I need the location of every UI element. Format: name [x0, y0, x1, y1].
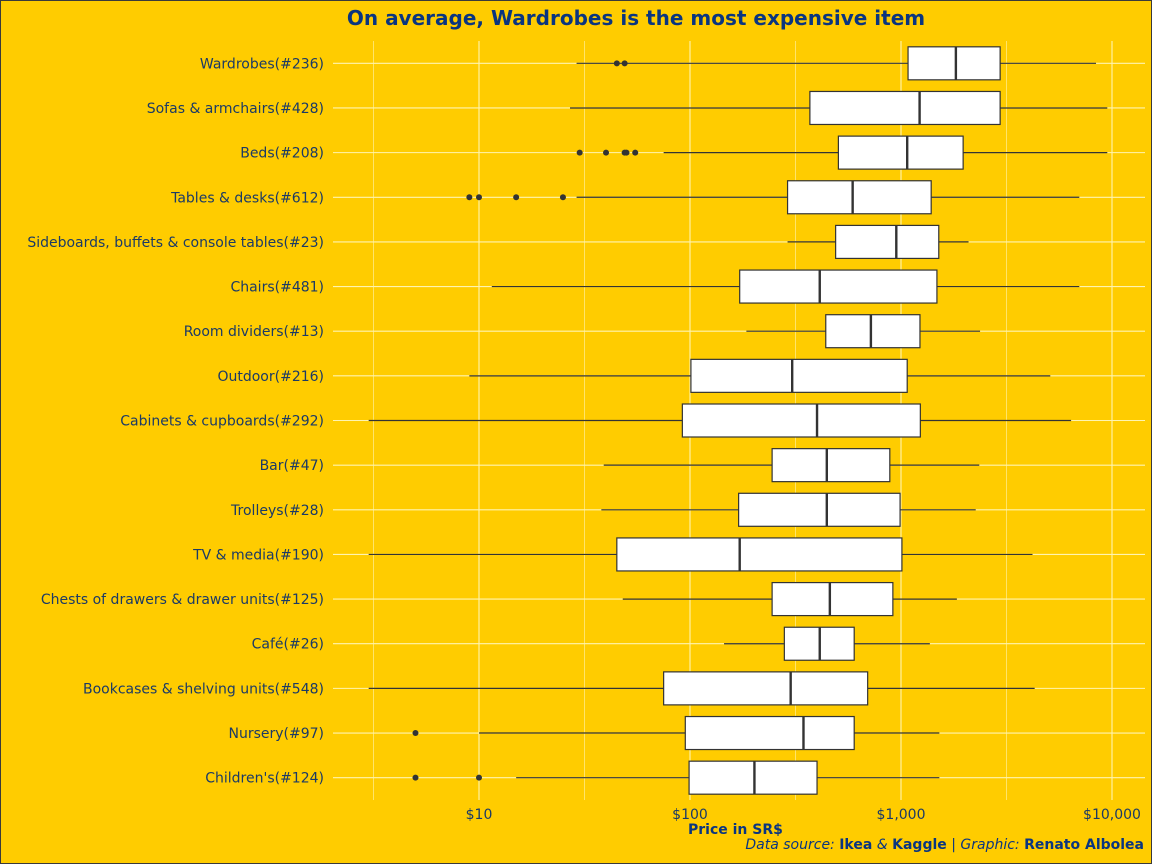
- category-label: Beds(#208): [240, 146, 324, 162]
- category-label: Nursery(#97): [228, 726, 324, 742]
- category-label: Sofas & armchairs(#428): [147, 101, 324, 117]
- outlier-point: [559, 194, 566, 201]
- x-tick-label: $10,000: [1083, 807, 1141, 823]
- outlier-point: [613, 60, 620, 67]
- x-tick-label: $100: [672, 807, 708, 823]
- iqr-box: [663, 671, 869, 706]
- outlier-point: [603, 149, 610, 156]
- iqr-box: [688, 760, 818, 795]
- iqr-box: [771, 448, 891, 483]
- caption-separator: | Graphic:: [946, 837, 1025, 853]
- category-label: Room dividers(#13): [184, 324, 324, 340]
- category-label: Children's(#124): [205, 771, 324, 787]
- iqr-box: [681, 403, 921, 438]
- box-group: [368, 537, 1033, 572]
- iqr-box: [739, 269, 938, 304]
- caption-source-ikea: Ikea: [839, 837, 873, 853]
- box-group: [570, 90, 1108, 126]
- caption-prefix: Data source:: [745, 837, 840, 853]
- iqr-box: [684, 715, 855, 751]
- box-group: [622, 581, 957, 617]
- category-label: Sideboards, buffets & console tables(#23…: [27, 235, 324, 251]
- x-axis-label: Price in SR$: [688, 822, 783, 838]
- box-group: [576, 46, 1097, 81]
- box-group: [466, 180, 1080, 215]
- outlier-point: [466, 194, 473, 201]
- category-label: Chests of drawers & drawer units(#125): [41, 592, 324, 608]
- box-group: [746, 314, 981, 349]
- box-layer: [368, 46, 1108, 795]
- outlier-point: [476, 194, 482, 201]
- category-label-layer: Wardrobes(#236) Sofas & armchairs(#428) Be…: [27, 56, 324, 786]
- box-group: [469, 358, 1051, 393]
- category-label: Tables & desks(#612): [170, 190, 324, 206]
- caption: Data source: Ikea & Kaggle | Graphic: Re…: [745, 837, 1144, 853]
- outlier-point: [476, 774, 482, 781]
- x-tick-label: $1,000: [877, 807, 926, 823]
- box-group: [412, 760, 940, 795]
- x-tick-layer: $10 $100 $1,000 $10,000: [466, 807, 1141, 823]
- outlier-point: [623, 149, 630, 156]
- x-tick-label: $10: [466, 807, 493, 823]
- category-label: TV & media(#190): [192, 547, 324, 563]
- box-group: [576, 135, 1108, 170]
- box-group: [601, 492, 976, 527]
- category-label: Outdoor(#216): [217, 369, 324, 385]
- iqr-box: [738, 492, 901, 527]
- caption-author: Renato Albolea: [1024, 837, 1144, 853]
- category-label: Café(#26): [252, 637, 324, 653]
- category-label: Cabinets & cupboards(#292): [120, 414, 324, 430]
- box-group: [412, 715, 940, 751]
- outlier-point: [412, 774, 419, 781]
- outlier-point: [621, 60, 628, 67]
- box-group: [603, 448, 980, 483]
- outlier-point: [412, 730, 419, 737]
- outlier-point: [513, 194, 520, 201]
- iqr-box: [825, 314, 921, 349]
- category-label: Wardrobes(#236): [200, 56, 324, 72]
- category-label: Chairs(#481): [230, 280, 324, 296]
- iqr-box: [809, 90, 1001, 126]
- box-group: [724, 626, 930, 661]
- box-group: [491, 269, 1080, 304]
- chart-title: On average, Wardrobes is the most expens…: [346, 6, 926, 30]
- iqr-box: [837, 135, 964, 170]
- iqr-box: [786, 180, 932, 215]
- category-label: Bookcases & shelving units(#548): [83, 681, 324, 697]
- outlier-point: [632, 149, 639, 156]
- outlier-point: [576, 149, 583, 156]
- iqr-box: [907, 46, 1001, 81]
- iqr-box: [616, 537, 903, 572]
- iqr-box: [690, 358, 908, 393]
- box-group: [368, 671, 1035, 706]
- iqr-box: [771, 581, 894, 617]
- caption-source-kaggle: Kaggle: [892, 837, 947, 853]
- category-label: Bar(#47): [260, 458, 324, 474]
- caption-amp: &: [872, 837, 893, 853]
- iqr-box: [835, 224, 940, 260]
- category-label: Trolleys(#28): [230, 503, 324, 519]
- box-group: [787, 224, 969, 260]
- box-group: [368, 403, 1072, 438]
